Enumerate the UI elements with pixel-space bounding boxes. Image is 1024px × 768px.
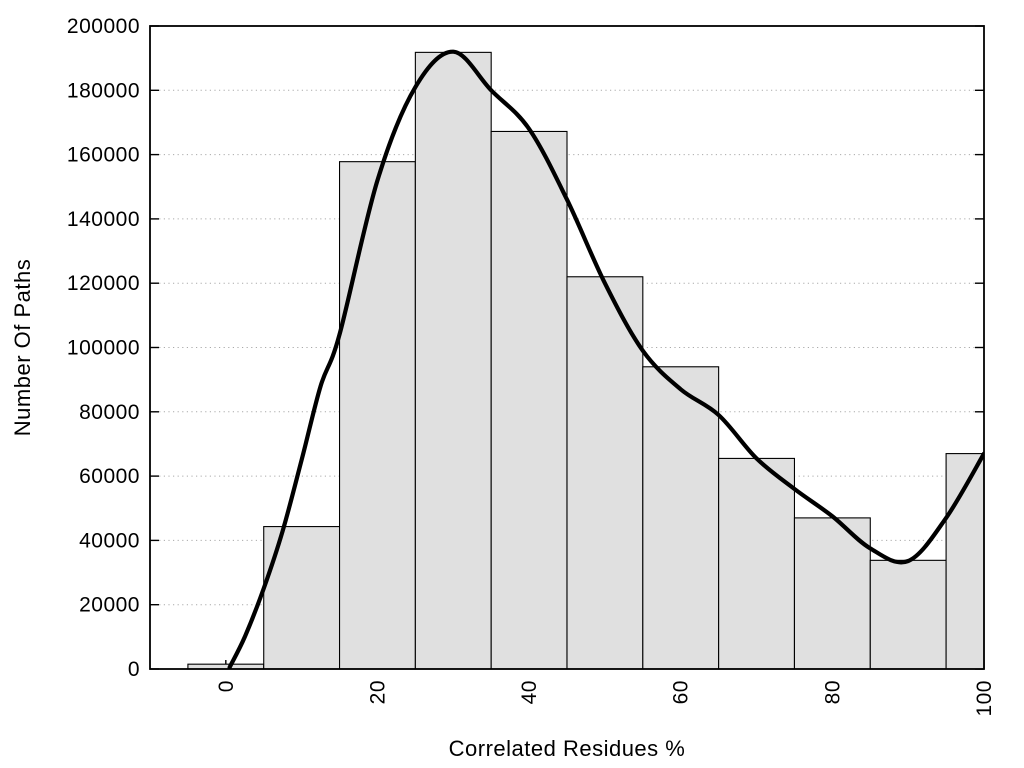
y-tick-label: 180000 <box>67 79 140 102</box>
histogram-bar <box>490 130 568 670</box>
x-tick-label: 100 <box>973 680 996 717</box>
histogram-bar <box>793 517 871 670</box>
y-axis-tick-labels: 0 20000 40000 60000 80000 100000 120000 140000 1… <box>67 15 140 681</box>
y-tick-label: 60000 <box>79 465 140 488</box>
y-tick-label: 200000 <box>67 15 140 38</box>
y-tick-label: 20000 <box>79 594 140 617</box>
histogram-bar <box>642 366 720 670</box>
histogram-bar <box>338 161 416 670</box>
y-tick-label: 160000 <box>67 144 140 167</box>
histogram-bars <box>187 51 985 670</box>
histogram-bar <box>414 51 492 670</box>
y-tick-label: 0 <box>128 658 140 681</box>
x-axis-tick-labels: 0 20 40 60 80 100 <box>215 680 996 717</box>
histogram-bar <box>869 559 947 670</box>
histogram-bar <box>718 457 796 670</box>
y-tick-label: 100000 <box>67 337 140 360</box>
x-tick-label: 80 <box>821 680 844 704</box>
y-axis-title: Number Of Paths <box>10 259 35 436</box>
x-tick-label: 40 <box>518 680 541 704</box>
y-tick-label: 140000 <box>67 208 140 231</box>
histogram-bar <box>566 276 644 670</box>
plot-frame <box>149 25 985 670</box>
x-tick-label: 0 <box>215 680 238 692</box>
x-axis-title: Correlated Residues % <box>449 736 686 761</box>
histogram-bar <box>263 526 341 670</box>
y-tick-label: 80000 <box>79 401 140 424</box>
y-tick-label: 40000 <box>79 529 140 552</box>
x-tick-label: 20 <box>366 680 389 704</box>
density-curve <box>227 49 984 669</box>
y-tick-label: 120000 <box>67 272 140 295</box>
x-tick-label: 60 <box>670 680 693 704</box>
